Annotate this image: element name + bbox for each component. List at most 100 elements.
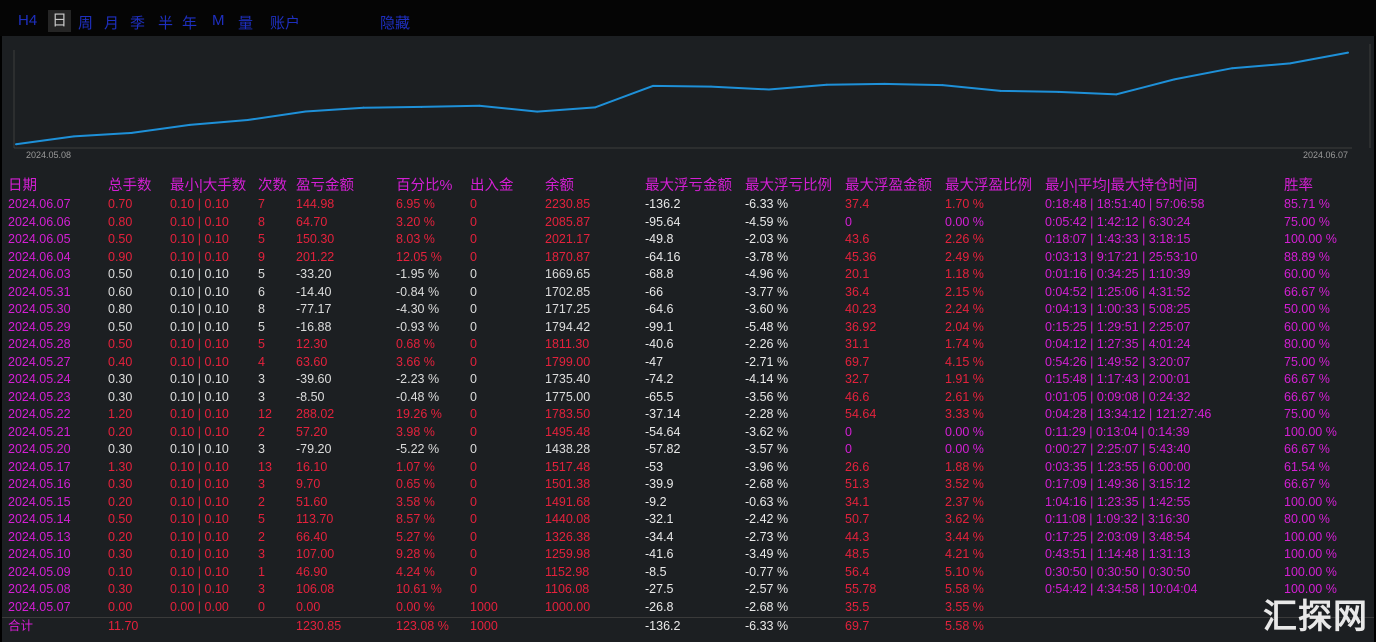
table-row[interactable]: 2024.05.14 0.50 0.10 | 0.10 5 113.70 8.57 % 0 1… <box>2 511 1374 529</box>
col-mflp: -2.03 % <box>745 232 789 246</box>
col-hold: 0:04:12 | 1:27:35 | 4:01:24 <box>1045 337 1191 351</box>
col-io: 0 <box>470 284 477 299</box>
tab-8[interactable]: M <box>212 12 225 29</box>
col-count: 8 <box>258 302 265 316</box>
col-io: 1000 <box>470 599 498 614</box>
col-pct: 1.07 % <box>396 459 435 474</box>
col-date: 2024.05.17 <box>8 459 71 474</box>
col-win: 60.00 % <box>1284 319 1330 334</box>
col-mfpp: 3.44 % <box>945 529 984 544</box>
table-header: 日期 总手数 最小|大手数 次数 盈亏金额 百分比% 出入金 余额 最大浮亏金额 最大浮亏比例 最大… <box>2 176 1374 196</box>
table-row[interactable]: 2024.06.06 0.80 0.10 | 0.10 8 64.70 3.20 % 0 20… <box>2 214 1374 232</box>
col-pnl: 16.10 <box>296 459 328 474</box>
tab-11[interactable]: 隐藏 <box>380 15 411 32</box>
total-col-mflp: -6.33 % <box>745 619 789 633</box>
equity-point <box>825 83 828 86</box>
col-mflp: -3.62 % <box>745 424 789 439</box>
tab-4[interactable]: 月 <box>104 15 120 32</box>
col-minmax: 0.10 | 0.10 <box>170 389 229 404</box>
col-lots: 1.30 <box>108 459 133 474</box>
table-row[interactable]: 2024.05.20 0.30 0.10 | 0.10 3 -79.20 -5.22 % 0… <box>2 441 1374 459</box>
table-row[interactable]: 2024.05.29 0.50 0.10 | 0.10 5 -16.88 -0.93 % 0… <box>2 319 1374 337</box>
table-row[interactable]: 2024.05.08 0.30 0.10 | 0.10 3 106.08 10.61 % 0… <box>2 581 1374 599</box>
tab-1[interactable]: H4 <box>18 12 38 29</box>
col-mfp: 40.23 <box>845 302 877 316</box>
col-mflp: -2.57 % <box>745 582 789 596</box>
table-row[interactable]: 2024.06.07 0.70 0.10 | 0.10 7 144.98 6.95 % 0 2… <box>2 196 1374 214</box>
col-minmax: 0.10 | 0.10 <box>170 302 229 316</box>
col-hold: 0:04:28 | 13:34:12 | 121:27:46 <box>1045 407 1212 421</box>
col-io: 0 <box>470 354 477 369</box>
table-row[interactable]: 2024.06.05 0.50 0.10 | 0.10 5 150.30 8.03 % 0 2… <box>2 231 1374 249</box>
col-pct: 6.95 % <box>396 197 435 211</box>
report-panel: 2024.05.08 2024.06.07 日期 总手数 最小|大手数 次数 盈亏金额 百分… <box>2 36 1374 642</box>
table-row[interactable]: 2024.05.15 0.20 0.10 | 0.10 2 51.60 3.58 % 0 14… <box>2 494 1374 512</box>
col-date: 2024.05.09 <box>8 564 71 579</box>
table-row[interactable]: 2024.05.10 0.30 0.10 | 0.10 3 107.00 9.28 % 0 1… <box>2 546 1374 564</box>
col-mflp: -4.59 % <box>745 214 789 229</box>
equity-point <box>188 123 191 126</box>
col-date: 2024.05.29 <box>8 319 71 334</box>
col-count: 7 <box>258 197 265 211</box>
table-row[interactable]: 2024.05.30 0.80 0.10 | 0.10 8 -77.17 -4.30 % 0… <box>2 301 1374 319</box>
col-mfp: 20.1 <box>845 267 870 281</box>
tab-10[interactable]: 账户 <box>270 15 301 32</box>
col-win: 85.71 % <box>1284 197 1330 211</box>
tab-9[interactable]: 量 <box>238 15 254 32</box>
tab-2[interactable]: 日 <box>48 10 72 32</box>
tab-6[interactable]: 半 <box>158 15 174 32</box>
table-row[interactable]: 2024.05.22 1.20 0.10 | 0.10 12 288.02 19.26 %… <box>2 406 1374 424</box>
col-io: 0 <box>470 512 477 526</box>
col-lots: 0.50 <box>108 319 133 334</box>
col-minmax: 0.10 | 0.10 <box>170 337 229 351</box>
header-col-win: 胜率 <box>1284 178 1313 194</box>
col-bal: 1495.48 <box>545 424 591 439</box>
col-pct: 0.65 % <box>396 477 435 491</box>
col-minmax: 0.10 | 0.10 <box>170 564 229 579</box>
table-row[interactable]: 2024.06.03 0.50 0.10 | 0.10 5 -33.20 -1.95 % 0… <box>2 266 1374 284</box>
col-count: 1 <box>258 564 265 579</box>
table-row[interactable]: 2024.05.23 0.30 0.10 | 0.10 3 -8.50 -0.48 % 0 1… <box>2 389 1374 407</box>
col-lots: 0.80 <box>108 302 133 316</box>
table-row[interactable]: 2024.05.17 1.30 0.10 | 0.10 13 16.10 1.07 % 0 1… <box>2 459 1374 477</box>
col-lots: 0.30 <box>108 582 133 596</box>
col-win: 75.00 % <box>1284 407 1330 421</box>
table-row[interactable]: 2024.05.21 0.20 0.10 | 0.10 2 57.20 3.98 % 0 14… <box>2 424 1374 442</box>
tab-7[interactable]: 年 <box>182 15 198 32</box>
table-row[interactable]: 2024.06.04 0.90 0.10 | 0.10 9 201.22 12.05 % 0… <box>2 249 1374 267</box>
col-bal: 2230.85 <box>545 197 591 211</box>
col-lots: 0.50 <box>108 267 133 281</box>
tab-5[interactable]: 季 <box>130 15 146 32</box>
col-bal: 1775.00 <box>545 389 591 404</box>
header-col-mfpp: 最大浮盈比例 <box>945 178 1032 194</box>
table-row[interactable]: 2024.05.13 0.20 0.10 | 0.10 2 66.40 5.27 % 0 13… <box>2 529 1374 547</box>
col-bal: 1702.85 <box>545 284 591 299</box>
col-bal: 1735.40 <box>545 372 591 386</box>
col-mfl: -74.2 <box>645 372 674 386</box>
col-lots: 0.30 <box>108 477 133 491</box>
col-hold: 0:04:13 | 1:00:33 | 5:08:25 <box>1045 302 1191 316</box>
table-row[interactable]: 2024.05.31 0.60 0.10 | 0.10 6 -14.40 -0.84 % 0… <box>2 284 1374 302</box>
table-row[interactable]: 2024.05.16 0.30 0.10 | 0.10 3 9.70 0.65 % 0 150… <box>2 476 1374 494</box>
table-row[interactable]: 2024.05.07 0.00 0.00 | 0.00 0 0.00 0.00 % 1000… <box>2 599 1374 617</box>
tab-3[interactable]: 周 <box>78 15 94 32</box>
header-col-io: 出入金 <box>470 178 514 194</box>
table-row[interactable]: 2024.05.24 0.30 0.10 | 0.10 3 -39.60 -2.23 % 0… <box>2 371 1374 389</box>
col-mflp: -2.26 % <box>745 337 789 351</box>
col-date: 2024.05.31 <box>8 284 71 299</box>
header-col-pnl: 盈亏金额 <box>296 178 354 194</box>
col-minmax: 0.10 | 0.10 <box>170 459 229 474</box>
col-lots: 0.20 <box>108 529 133 544</box>
col-io: 0 <box>470 459 477 474</box>
table-row[interactable]: 2024.05.27 0.40 0.10 | 0.10 4 63.60 3.66 % 0 17… <box>2 354 1374 372</box>
col-pnl: 144.98 <box>296 197 335 211</box>
col-mflp: -2.71 % <box>745 354 789 369</box>
col-lots: 0.30 <box>108 372 133 386</box>
col-mfl: -40.6 <box>645 337 674 351</box>
table-row[interactable]: 2024.05.28 0.50 0.10 | 0.10 5 12.30 0.68 % 0 18… <box>2 336 1374 354</box>
equity-chart: 2024.05.08 2024.06.07 <box>13 44 1371 160</box>
col-hold: 1:04:16 | 1:23:35 | 1:42:55 <box>1045 494 1191 509</box>
col-mfpp: 0.00 % <box>945 214 984 229</box>
table-row[interactable]: 2024.05.09 0.10 0.10 | 0.10 1 46.90 4.24 % 0 11… <box>2 564 1374 582</box>
header-col-hold: 最小|平均|最大持仓时间 <box>1045 178 1198 194</box>
